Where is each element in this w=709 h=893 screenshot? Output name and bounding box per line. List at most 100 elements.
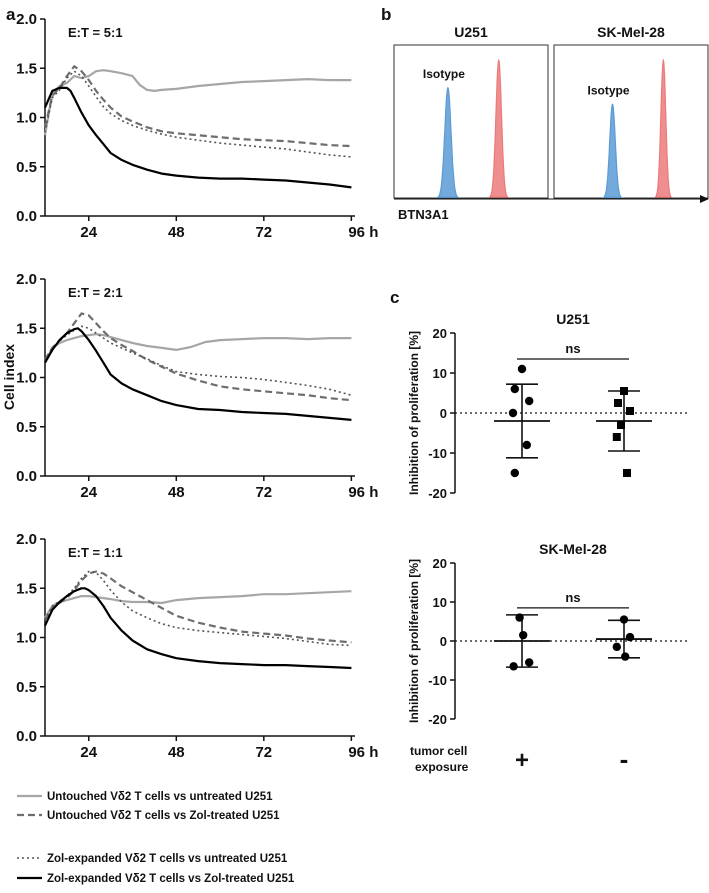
- series-line-2: [43, 65, 352, 148]
- x-tick-label: 24: [80, 484, 97, 501]
- exposure-minus: -: [620, 744, 629, 774]
- isotype-peak: [435, 86, 460, 198]
- line-chart-et-1-1: 0.0 0.5 1.0 1.5 2.0 24 48 72 96 h E:T = 1:1: [16, 531, 378, 761]
- series-line-3: [44, 70, 352, 158]
- x-tick-label: 72: [255, 224, 272, 241]
- histogram-title: U251: [454, 24, 488, 40]
- y-tick-label: 0: [440, 634, 447, 649]
- data-point-circle: [509, 662, 518, 671]
- series-line-2: [44, 312, 352, 402]
- histogram-title: SK-Mel-28: [597, 24, 665, 40]
- significance-label: ns: [565, 590, 580, 605]
- significance-label: ns: [565, 341, 580, 356]
- y-tick-label: 0: [440, 406, 447, 421]
- data-point-circle: [515, 613, 524, 622]
- chart-title: E:T = 2:1: [68, 285, 123, 300]
- isotype-label: Isotype: [423, 67, 465, 81]
- chart-title: E:T = 1:1: [68, 545, 123, 560]
- histogram-xlabel: BTN3A1: [398, 207, 449, 222]
- series-line-1: [44, 333, 352, 364]
- x-tick-label: 96 h: [348, 744, 378, 761]
- data-point-circle: [621, 652, 630, 661]
- series-line-1: [44, 590, 352, 619]
- y-tick-label: -20: [428, 712, 447, 727]
- y-tick-label: 1.0: [16, 110, 37, 127]
- series-line-4: [44, 587, 352, 670]
- y-tick-label: 20: [433, 556, 447, 571]
- isotype-peak: [602, 103, 624, 198]
- exposure-label-line2: exposure: [415, 760, 469, 774]
- series-line-3: [44, 570, 352, 647]
- y-tick-label: 1.5: [16, 320, 37, 337]
- isotype-label: Isotype: [588, 83, 630, 97]
- data-point-circle: [517, 364, 527, 374]
- series-line-4: [44, 327, 352, 421]
- y-tick-label: 0.0: [16, 208, 37, 225]
- y-tick-label: -10: [428, 673, 447, 688]
- data-point-circle: [612, 642, 621, 652]
- data-point-square: [614, 399, 622, 407]
- y-tick-label: 1.0: [16, 370, 37, 387]
- y-axis-label: Inhibition of proliferation [%]: [407, 331, 421, 495]
- legend-label-2: Untouched Vδ2 T cells vs Zol-treated U25…: [47, 810, 280, 822]
- data-point-circle: [519, 630, 528, 640]
- dot-plot-title: SK-Mel-28: [539, 541, 607, 557]
- histogram-frame: [393, 44, 549, 199]
- axis-arrow-icon: [700, 195, 709, 203]
- x-tick-label: 48: [168, 224, 185, 241]
- y-tick-label: 0.5: [16, 679, 37, 696]
- data-point-circle: [525, 658, 534, 667]
- data-point-circle: [619, 615, 629, 624]
- series-line-1: [43, 69, 352, 136]
- data-point-square: [626, 407, 634, 415]
- dot-plot-u251: -20 -10 0 10 20 U251 Inhibition of proliferati…: [407, 311, 690, 501]
- y-tick-label: 0.5: [16, 419, 37, 436]
- exposure-label-line1: tumor cell: [410, 744, 467, 758]
- data-point-circle: [625, 632, 635, 642]
- data-point-circle: [510, 384, 519, 394]
- line-chart-et-2-1: 0.0 0.5 1.0 1.5 2.0 24 48 72 96 h E:T = 2:1 Cell i…: [1, 271, 378, 501]
- y-tick-label: 2.0: [16, 271, 37, 288]
- dot-plot-sk-mel-28: -20 -10 0 10 20 SK-Mel-28 Inhibition of prolif…: [407, 541, 690, 727]
- histogram-u251: U251 Isotype: [393, 24, 549, 199]
- histogram-sk-mel-28: SK-Mel-28 Isotype: [553, 24, 709, 199]
- y-tick-label: -10: [428, 446, 447, 461]
- x-tick-label: 96 h: [348, 224, 378, 241]
- y-tick-label: 2.0: [16, 11, 37, 28]
- x-tick-label: 48: [168, 744, 185, 761]
- histogram-x-axis: BTN3A1: [394, 195, 709, 222]
- exposure-labels: tumor cell exposure + -: [410, 744, 628, 774]
- data-point-circle: [525, 396, 534, 406]
- data-point-square: [617, 421, 625, 429]
- legend-label-3: Zol-expanded Vδ2 T cells vs untreated U2…: [47, 853, 288, 865]
- y-tick-label: 0.0: [16, 468, 37, 485]
- data-point-circle: [508, 408, 518, 418]
- y-tick-label: 1.0: [16, 630, 37, 647]
- panel-label-a: a: [6, 5, 16, 24]
- y-tick-label: 1.5: [16, 60, 37, 77]
- data-point-square: [620, 387, 628, 395]
- legend-label-4: Zol-expanded Vδ2 T cells vs Zol-treated …: [47, 873, 295, 885]
- panel-label-b: b: [381, 5, 391, 24]
- x-tick-label: 24: [80, 224, 97, 241]
- dot-plot-title: U251: [556, 311, 590, 327]
- y-axis-label: Cell index: [1, 344, 17, 410]
- btn3a1-peak: [654, 58, 673, 198]
- legend-label-1: Untouched Vδ2 T cells vs untreated U251: [47, 791, 273, 803]
- y-tick-label: 0.0: [16, 728, 37, 745]
- y-tick-label: 20: [433, 326, 447, 341]
- y-axis-label: Inhibition of proliferation [%]: [407, 559, 421, 723]
- y-tick-label: 2.0: [16, 531, 37, 548]
- y-tick-label: 0.5: [16, 159, 37, 176]
- y-tick-label: 10: [433, 366, 447, 381]
- data-point-circle: [510, 468, 519, 478]
- series-line-3: [44, 325, 352, 396]
- data-point-square: [612, 433, 621, 441]
- y-tick-label: 10: [433, 595, 447, 610]
- exposure-plus: +: [515, 747, 529, 774]
- series-line-4: [43, 86, 352, 189]
- x-tick-label: 72: [255, 484, 272, 501]
- line-chart-et-5-1: 0.0 0.5 1.0 1.5 2.0 24 48 72 96 h E:T = 5:1: [16, 11, 378, 241]
- chart-title: E:T = 5:1: [68, 25, 123, 40]
